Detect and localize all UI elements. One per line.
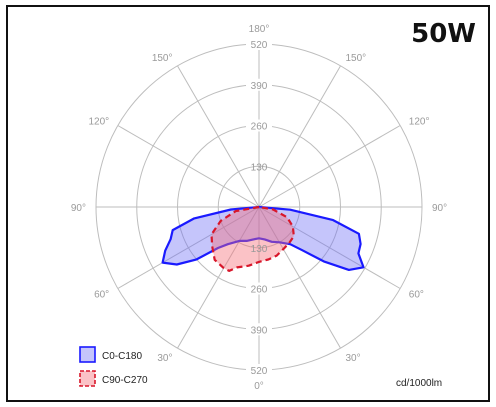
grid-spoke [117,125,260,208]
radial-tick-label: 130 [251,162,268,173]
angle-label: 60° [409,290,424,301]
grid-spoke [177,65,260,208]
tick-label-bg [246,78,272,91]
grid-spoke [258,206,401,289]
grid-spoke [258,125,401,208]
grid-spoke [258,206,341,349]
angle-label: 90° [71,203,86,214]
power-label: 50W [411,19,476,49]
legend-label-c90-c270: C90-C270 [102,375,148,386]
angle-label: 120° [89,117,110,128]
legend-label-c0-c180: C0-C180 [102,351,142,362]
radial-tick-label: 520 [251,366,268,377]
radial-tick-label: 130 [251,244,268,255]
series-c0-c180 [161,205,365,271]
tick-label-bg [246,38,272,50]
grid-spoke [117,206,260,289]
angle-label: 30° [157,353,172,364]
angle-label: 180° [249,24,270,35]
angle-label: 150° [152,53,173,64]
angle-label: 60° [94,290,109,301]
series-c90-c270 [210,205,295,272]
chart-frame: 130 130 260 260 390 390 520 520 180° 150° 120° 90° 6… [6,5,490,402]
units-label: cd/1000lm [396,378,443,389]
radial-tick-label: 520 [251,40,268,51]
radial-tick-label: 390 [251,325,268,336]
angle-label: 0° [254,381,264,392]
radial-tick-label: 390 [251,81,268,92]
radial-tick-label: 260 [251,285,268,296]
grid-spoke [177,206,260,349]
legend-swatch-c90-c270 [79,370,96,387]
tick-label-bg [246,364,272,376]
tick-label-bg [246,282,272,295]
tick-label-bg [246,119,272,132]
angle-label: 150° [346,53,367,64]
legend-swatch-c0-c180 [79,346,96,363]
radial-tick-label: 260 [251,122,268,133]
angle-label: 120° [409,117,430,128]
angle-label: 30° [346,353,361,364]
polar-chart: 130 130 260 260 390 390 520 520 180° 150° 120° 90° 6… [71,24,447,392]
tick-label-bg [246,323,272,336]
angle-label: 90° [432,203,447,214]
grid-spoke [258,65,341,208]
